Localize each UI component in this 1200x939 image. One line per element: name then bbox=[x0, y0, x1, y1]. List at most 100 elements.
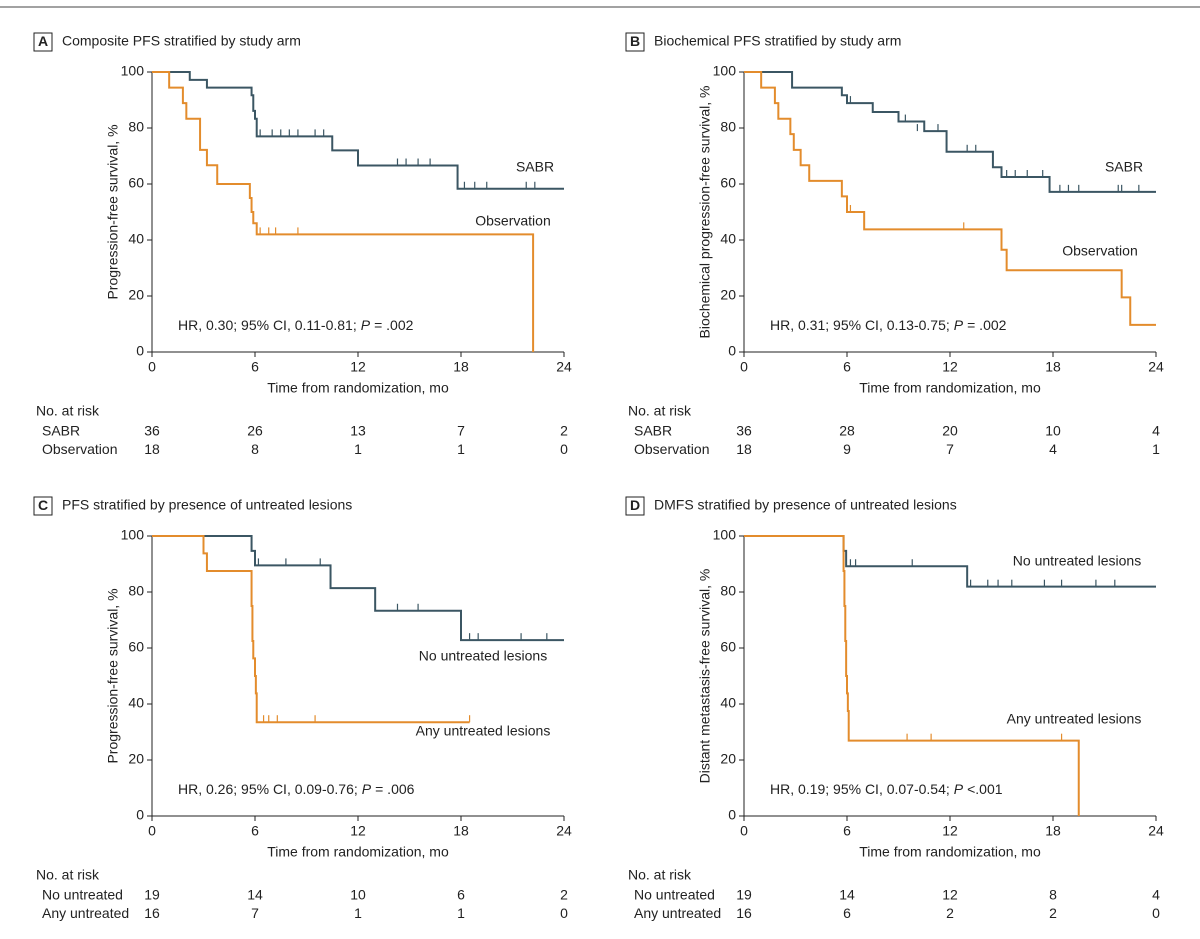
panel-label-box bbox=[33, 32, 53, 52]
p-label: P bbox=[362, 781, 372, 797]
risk-count: 20 bbox=[942, 423, 958, 439]
y-tick-label: 80 bbox=[720, 583, 736, 599]
survival-curve bbox=[744, 71, 1156, 326]
risk-count: 13 bbox=[350, 423, 366, 439]
x-tick-label: 6 bbox=[251, 359, 259, 375]
x-tick-label: 24 bbox=[556, 823, 572, 839]
curve-label: No untreated lesions bbox=[419, 648, 547, 664]
risk-count: 16 bbox=[144, 905, 160, 921]
y-tick-label: 60 bbox=[720, 639, 736, 655]
y-tick-label: 0 bbox=[136, 343, 144, 359]
hr-annotation: HR, 0.31; 95% CI, 0.13-0.75; P = .002 bbox=[770, 317, 1007, 333]
p-label: P bbox=[954, 317, 964, 333]
panel-title: DMFS stratified by presence of untreated… bbox=[654, 497, 957, 513]
x-axis-label: Time from randomization, mo bbox=[267, 844, 449, 860]
y-tick-label: 100 bbox=[121, 63, 145, 79]
panel-label-box bbox=[625, 496, 645, 516]
risk-count: 14 bbox=[839, 887, 855, 903]
risk-row-label: Observation bbox=[634, 441, 709, 457]
y-tick-label: 100 bbox=[121, 527, 145, 543]
risk-count: 9 bbox=[843, 441, 851, 457]
y-tick-label: 60 bbox=[720, 175, 736, 191]
survival-curve bbox=[152, 535, 470, 724]
risk-count: 4 bbox=[1152, 887, 1160, 903]
y-tick-label: 100 bbox=[713, 63, 737, 79]
curve-label: SABR bbox=[516, 159, 554, 175]
risk-count: 28 bbox=[839, 423, 855, 439]
y-tick-label: 20 bbox=[128, 287, 144, 303]
y-axis-label: Progression-free survival, % bbox=[105, 124, 121, 299]
risk-count: 4 bbox=[1049, 441, 1057, 457]
x-tick-label: 18 bbox=[1045, 359, 1061, 375]
y-axis-label: Progression-free survival, % bbox=[105, 588, 121, 763]
x-tick-label: 18 bbox=[453, 823, 469, 839]
x-axis-label: Time from randomization, mo bbox=[859, 844, 1041, 860]
x-tick-label: 0 bbox=[740, 823, 748, 839]
panel-label: C bbox=[38, 497, 48, 513]
risk-count: 1 bbox=[354, 441, 362, 457]
risk-count: 0 bbox=[560, 441, 568, 457]
x-tick-label: 6 bbox=[843, 359, 851, 375]
x-tick-label: 24 bbox=[1148, 823, 1164, 839]
y-tick-label: 40 bbox=[720, 231, 736, 247]
risk-count: 2 bbox=[560, 887, 568, 903]
risk-count: 7 bbox=[946, 441, 954, 457]
y-tick-label: 80 bbox=[128, 119, 144, 135]
risk-count: 2 bbox=[946, 905, 954, 921]
risk-count: 10 bbox=[350, 887, 366, 903]
risk-row-label: No untreated bbox=[42, 887, 123, 903]
hr-annotation: HR, 0.26; 95% CI, 0.09-0.76; P = .006 bbox=[178, 781, 415, 797]
y-tick-label: 80 bbox=[720, 119, 736, 135]
curve-label: Observation bbox=[1062, 243, 1137, 259]
y-tick-label: 60 bbox=[128, 175, 144, 191]
p-value: = .002 bbox=[374, 317, 414, 333]
p-label: P bbox=[954, 781, 964, 797]
survival-curve bbox=[744, 71, 1156, 193]
risk-count: 18 bbox=[144, 441, 160, 457]
y-tick-label: 60 bbox=[128, 639, 144, 655]
x-tick-label: 0 bbox=[740, 359, 748, 375]
x-tick-label: 0 bbox=[148, 823, 156, 839]
panel-label: B bbox=[630, 33, 640, 49]
risk-table-title: No. at risk bbox=[628, 867, 692, 883]
panel-title: Composite PFS stratified by study arm bbox=[62, 33, 301, 49]
x-axis-label: Time from randomization, mo bbox=[267, 380, 449, 396]
risk-count: 7 bbox=[251, 905, 259, 921]
curve-label: Observation bbox=[475, 213, 550, 229]
risk-count: 36 bbox=[144, 423, 160, 439]
curve-label: Any untreated lesions bbox=[416, 723, 551, 739]
hr-text: HR, 0.30; 95% CI, 0.11-0.81; bbox=[178, 317, 357, 333]
y-axis-label: Distant metastasis-free survival, % bbox=[697, 569, 713, 784]
risk-row-label: No untreated bbox=[634, 887, 715, 903]
risk-count: 19 bbox=[736, 887, 752, 903]
risk-count: 36 bbox=[736, 423, 752, 439]
p-value: = .006 bbox=[375, 781, 415, 797]
y-tick-label: 40 bbox=[128, 231, 144, 247]
survival-curve bbox=[152, 71, 564, 190]
y-tick-label: 100 bbox=[713, 527, 737, 543]
x-tick-label: 12 bbox=[942, 359, 958, 375]
risk-count: 16 bbox=[736, 905, 752, 921]
risk-count: 4 bbox=[1152, 423, 1160, 439]
x-tick-label: 12 bbox=[350, 823, 366, 839]
risk-count: 10 bbox=[1045, 423, 1061, 439]
risk-count: 1 bbox=[354, 905, 362, 921]
hr-annotation: HR, 0.30; 95% CI, 0.11-0.81; P = .002 bbox=[178, 317, 414, 333]
risk-count: 18 bbox=[736, 441, 752, 457]
y-tick-label: 0 bbox=[136, 807, 144, 823]
p-value: <.001 bbox=[967, 781, 1003, 797]
x-tick-label: 12 bbox=[942, 823, 958, 839]
risk-table-title: No. at risk bbox=[36, 403, 100, 419]
x-tick-label: 24 bbox=[556, 359, 572, 375]
risk-count: 1 bbox=[457, 905, 465, 921]
panel-label-box bbox=[625, 32, 645, 52]
risk-row-label: Observation bbox=[42, 441, 117, 457]
risk-count: 0 bbox=[560, 905, 568, 921]
x-axis-label: Time from randomization, mo bbox=[859, 380, 1041, 396]
x-tick-label: 0 bbox=[148, 359, 156, 375]
survival-curve bbox=[744, 535, 1080, 816]
hr-text: HR, 0.31; 95% CI, 0.13-0.75; bbox=[770, 317, 950, 333]
curve-label: SABR bbox=[1105, 159, 1143, 175]
y-tick-label: 40 bbox=[128, 695, 144, 711]
